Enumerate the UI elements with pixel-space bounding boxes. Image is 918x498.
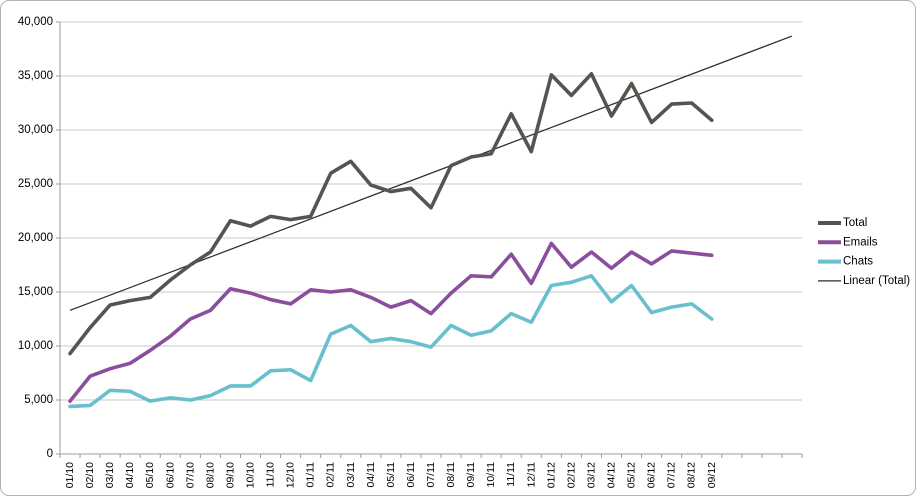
x-axis-tick-label: 06/12: [646, 462, 658, 488]
x-axis-ticks: [59, 454, 803, 458]
y-axis-labels: 0 5,000 10,000 15,000 20,000 25,000 30,000 35,0…: [18, 16, 53, 460]
x-axis-tick-label: 05/10: [144, 462, 156, 488]
x-axis-tick-label: 05/12: [626, 462, 638, 488]
x-axis-tick-label: 02/10: [84, 462, 96, 488]
x-axis-tick-label: 11/11: [505, 462, 517, 487]
x-axis-tick-label: 07/11: [425, 462, 437, 488]
x-axis-tick-label: 08/10: [204, 462, 216, 488]
legend-label: Chats: [843, 256, 873, 268]
x-axis-tick-label: 06/11: [405, 462, 417, 488]
series-chats: [68, 273, 714, 409]
x-axis-tick-label: 09/12: [706, 462, 718, 488]
trendline-linear-total: [69, 35, 793, 311]
y-axis-tick-label: 15,000: [18, 286, 53, 298]
series-total: [68, 72, 714, 356]
x-axis-tick-label: 04/12: [605, 462, 617, 488]
x-axis-tick-label: 01/11: [305, 462, 317, 488]
x-axis-tick-label: 01/12: [545, 462, 557, 488]
legend: Total Emails Chats Linear (Total): [818, 217, 910, 287]
x-axis-tick-label: 03/11: [345, 462, 357, 488]
y-axis-tick-label: 10,000: [18, 340, 53, 352]
x-axis-tick-label: 09/10: [224, 462, 236, 488]
x-axis-tick-label: 07/10: [184, 462, 196, 488]
x-axis-tick-label: 09/11: [465, 462, 477, 488]
x-axis-tick-label: 02/12: [565, 462, 577, 488]
x-axis-tick-label: 01/10: [64, 462, 76, 488]
legend-label: Emails: [843, 236, 878, 248]
x-axis-tick-label: 08/11: [445, 462, 457, 488]
x-axis-tick-label: 12/10: [285, 462, 297, 488]
x-axis-tick-label: 10/10: [245, 462, 257, 488]
x-axis-tick-label: 04/10: [124, 462, 136, 488]
x-axis-tick-label: 06/10: [164, 462, 176, 488]
legend-item-linear-total: Linear (Total): [818, 275, 910, 287]
x-axis-tick-label: 03/12: [585, 462, 597, 488]
legend-label: Linear (Total): [843, 275, 910, 287]
x-axis-tick-label: 02/11: [325, 462, 337, 488]
y-axis-tick-label: 35,000: [18, 70, 53, 82]
y-axis-tick-label: 30,000: [18, 124, 53, 136]
x-axis-tick-label: 03/10: [104, 462, 116, 488]
y-axis-tick-label: 5,000: [24, 394, 53, 406]
y-axis-tick-label: 40,000: [18, 16, 53, 28]
legend-item-emails: Emails: [818, 236, 878, 248]
y-axis-tick-label: 25,000: [18, 178, 53, 190]
axes: [59, 22, 802, 455]
y-axis-tick-label: 20,000: [18, 232, 53, 244]
legend-label: Total: [843, 217, 867, 229]
gridlines: [56, 21, 802, 455]
x-axis-tick-label: 11/10: [265, 462, 277, 488]
x-axis-labels: 01/10 02/10 03/10 04/10 05/10 06/10 07/10 08/10…: [64, 462, 718, 488]
series-line-emails: [68, 241, 714, 403]
x-axis-tick-label: 12/11: [525, 462, 537, 488]
x-axis-tick-label: 10/11: [485, 462, 497, 488]
x-axis-tick-label: 07/12: [666, 462, 678, 488]
trendline: [69, 35, 793, 311]
legend-item-total: Total: [818, 217, 867, 229]
series-line-total: [68, 72, 714, 356]
legend-item-chats: Chats: [818, 256, 873, 268]
x-axis-tick-label: 05/11: [385, 462, 397, 488]
y-axis-tick-label: 0: [47, 448, 53, 460]
x-axis-tick-label: 08/12: [686, 462, 698, 488]
series-emails: [68, 241, 714, 403]
series-line-chats: [68, 273, 714, 409]
x-axis-tick-label: 04/11: [365, 462, 377, 488]
